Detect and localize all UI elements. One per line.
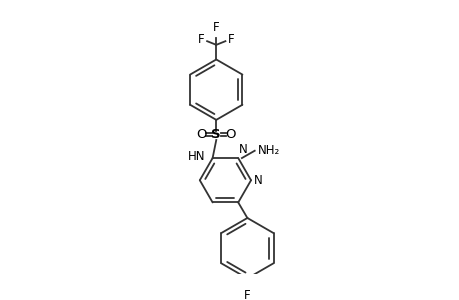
Text: F: F: [244, 290, 250, 300]
Text: NH₂: NH₂: [258, 144, 280, 157]
Text: F: F: [228, 33, 234, 46]
Text: O: O: [225, 128, 235, 141]
Text: F: F: [213, 21, 219, 34]
Text: N: N: [253, 174, 262, 187]
Text: S: S: [211, 128, 221, 141]
Text: HN: HN: [187, 150, 205, 163]
Text: F: F: [197, 33, 204, 46]
Text: N: N: [239, 143, 247, 156]
Text: O: O: [196, 128, 207, 141]
